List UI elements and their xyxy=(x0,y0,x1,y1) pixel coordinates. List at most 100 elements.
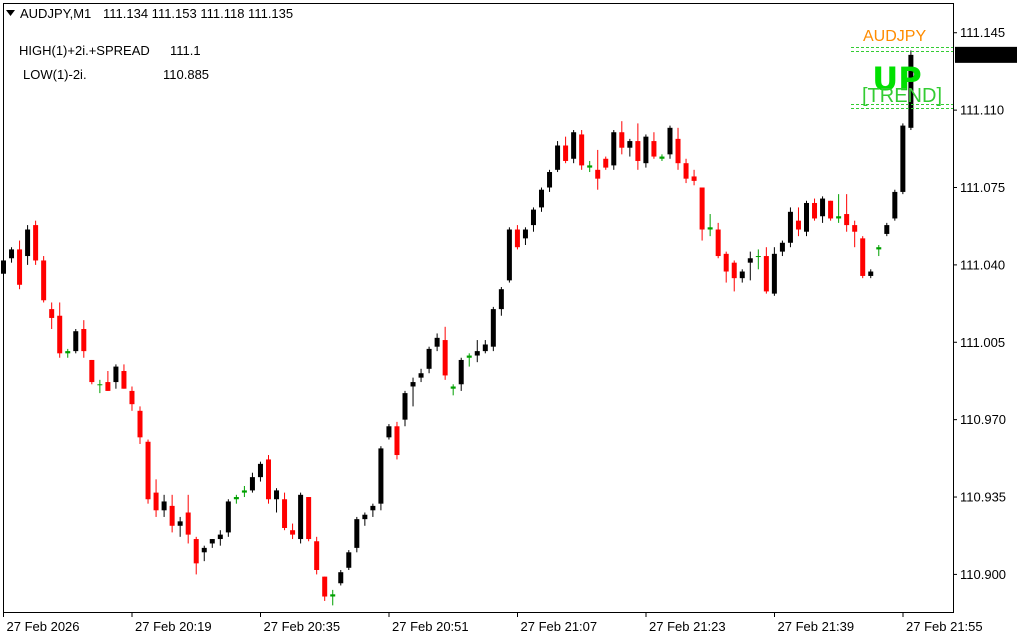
candle-body xyxy=(876,247,882,250)
signal-bands xyxy=(851,47,953,109)
candle-body xyxy=(9,249,15,259)
candle-body xyxy=(105,382,111,391)
candle-body xyxy=(418,373,424,378)
candle-body xyxy=(298,494,304,540)
candle-body xyxy=(97,384,103,386)
current-price-tag: 111.135 xyxy=(955,46,1017,63)
candle-body xyxy=(49,309,55,318)
candle-body xyxy=(635,141,641,161)
candle-body xyxy=(129,390,135,405)
candle-body xyxy=(81,329,87,352)
candle-body xyxy=(410,382,416,387)
candle-body xyxy=(659,156,665,159)
candle-body xyxy=(249,477,255,491)
current-price-label: 111.135 xyxy=(960,47,1005,62)
signal-symbol: AUDJPY xyxy=(863,28,926,45)
signal-direction: UP xyxy=(872,60,921,98)
candle-body xyxy=(153,492,159,511)
candle-body xyxy=(571,132,577,159)
candle-body xyxy=(651,141,657,157)
candle-body xyxy=(426,348,432,369)
candle-body xyxy=(394,426,400,456)
candle-body xyxy=(723,253,729,272)
candle-body xyxy=(41,260,47,301)
candle-body xyxy=(458,359,464,385)
candle-body xyxy=(868,271,874,276)
price-tick-label: 111.005 xyxy=(960,335,1005,350)
candle-body xyxy=(779,242,785,252)
candle-body xyxy=(539,189,545,208)
candle-body xyxy=(755,256,761,258)
candle-body xyxy=(370,505,376,511)
time-tick-label: 27 Feb 20:19 xyxy=(135,619,212,634)
high-level-value: 111.1 xyxy=(170,43,201,58)
candle-body xyxy=(787,211,793,243)
candle-body xyxy=(201,547,207,553)
candle-body xyxy=(820,198,826,217)
candle-body xyxy=(611,132,617,166)
candle-body xyxy=(161,501,167,511)
candle-body xyxy=(547,172,553,188)
candle-body xyxy=(514,229,520,248)
candle-body xyxy=(828,200,834,219)
candle-body xyxy=(354,519,360,548)
candle-body xyxy=(89,359,95,383)
candle-body xyxy=(900,125,906,192)
candle-body xyxy=(563,145,569,161)
candle-body xyxy=(675,138,681,164)
candle-body xyxy=(490,309,496,347)
candle-body xyxy=(530,209,536,226)
candle-body xyxy=(683,163,689,179)
candle-body xyxy=(314,541,320,570)
low-level-label: LOW(1)-2i. xyxy=(23,67,87,82)
candle-body xyxy=(378,448,384,504)
candle-body xyxy=(290,530,296,535)
ohlc-values: 111.134 111.153 111.118 111.135 xyxy=(103,6,293,21)
price-tick-label: 111.040 xyxy=(960,257,1005,272)
candle-body xyxy=(892,191,898,219)
candle-body xyxy=(747,258,753,263)
candle-body xyxy=(1,260,6,274)
low-level-value: 110.885 xyxy=(163,67,209,82)
candle-body xyxy=(812,202,818,219)
candle-body xyxy=(113,366,119,383)
candle-body xyxy=(193,539,199,564)
candle-body xyxy=(346,552,352,568)
candle-body xyxy=(450,386,456,389)
plot-frame xyxy=(3,3,954,613)
signal-trend: [TREND] xyxy=(862,85,942,107)
candle-body xyxy=(177,521,183,526)
time-tick-label: 27 Feb 21:07 xyxy=(521,619,598,634)
time-axis: 27 Feb 2026 27 Feb 20:19 27 Feb 20:35 27 Fe… xyxy=(3,612,983,634)
candle-body xyxy=(121,371,127,389)
candle-body xyxy=(619,132,625,148)
candle-body xyxy=(852,225,858,232)
candle-body xyxy=(731,262,737,279)
candle-body xyxy=(17,249,23,285)
candle-body xyxy=(595,169,601,179)
candle-body xyxy=(844,214,850,226)
window-menu-triangle-icon[interactable] xyxy=(6,10,15,16)
time-tick-label: 27 Feb 2026 xyxy=(7,619,80,634)
candle-body xyxy=(555,145,561,170)
candle-body xyxy=(274,490,280,500)
price-tick-label: 111.110 xyxy=(960,103,1004,118)
candle-body xyxy=(603,158,609,168)
candle-body xyxy=(282,499,288,528)
price-axis: 111.145 111.110 111.075 111.040 111.005 110.9… xyxy=(953,25,1006,582)
candle-body xyxy=(474,351,480,356)
candle-body xyxy=(795,220,801,230)
candle-body xyxy=(209,539,215,544)
candle-body xyxy=(699,187,705,230)
time-tick-label: 27 Feb 20:51 xyxy=(392,619,469,634)
candle-body xyxy=(362,514,368,520)
candle-body xyxy=(482,344,488,352)
price-tick-label: 110.900 xyxy=(960,567,1006,582)
candle-body xyxy=(169,505,175,526)
candle-body xyxy=(522,229,528,239)
candle-body xyxy=(763,256,769,292)
candle-body xyxy=(715,229,721,257)
candle-body xyxy=(73,331,79,352)
candle-body xyxy=(233,497,239,500)
